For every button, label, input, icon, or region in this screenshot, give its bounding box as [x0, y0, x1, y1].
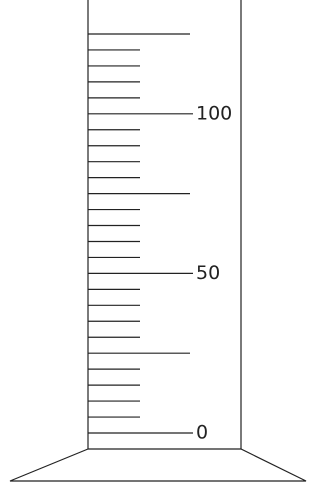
scale-label: 0 [196, 422, 208, 444]
scale-label: 100 [196, 102, 232, 124]
page: {"scale": {"range": [0, 125], "labels": … [0, 0, 320, 487]
cylinder-diagram: 0 50 100 [0, 0, 309, 487]
scale-label: 50 [196, 262, 220, 284]
cylinder-base [10, 449, 306, 481]
